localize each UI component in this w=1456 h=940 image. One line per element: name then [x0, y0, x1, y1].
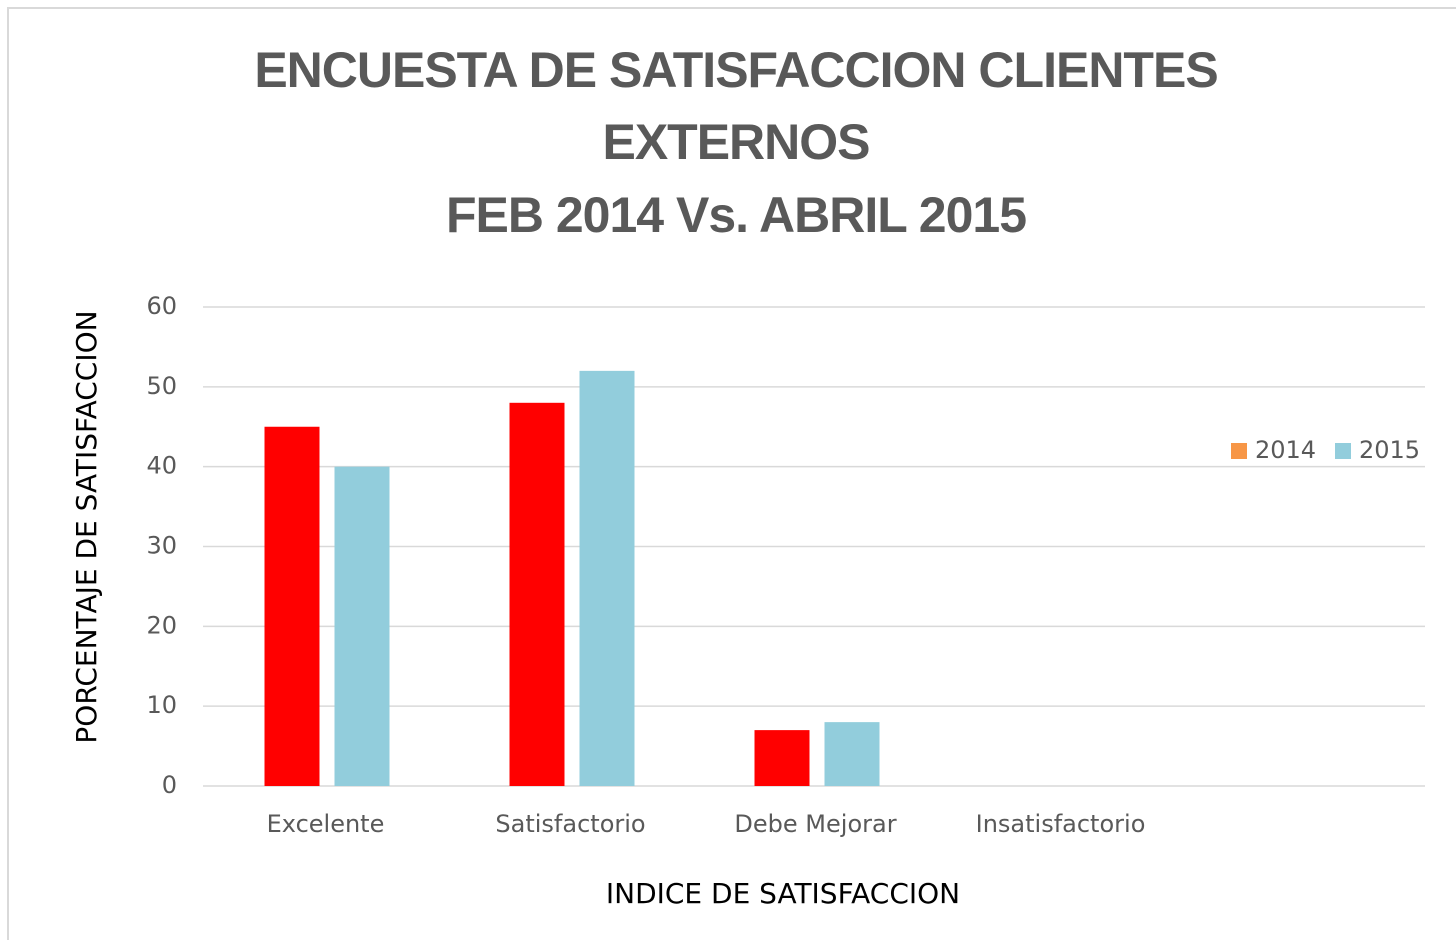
- bar: [824, 722, 880, 786]
- chart-title: ENCUESTA DE SATISFACCION CLIENTES: [254, 42, 1217, 98]
- chart-title: FEB 2014 Vs. ABRIL 2015: [446, 187, 1026, 243]
- x-tick-label: Insatisfactorio: [976, 810, 1146, 838]
- bar: [509, 402, 565, 786]
- legend-label: 2014: [1255, 436, 1316, 464]
- legend-swatch: [1231, 443, 1247, 459]
- x-tick-label: Satisfactorio: [495, 810, 645, 838]
- bar: [334, 466, 390, 786]
- y-tick-label: 20: [146, 611, 177, 639]
- x-axis-label: INDICE DE SATISFACCION: [606, 877, 960, 910]
- y-tick-label: 0: [162, 771, 177, 799]
- legend-label: 2015: [1359, 436, 1420, 464]
- y-tick-label: 10: [146, 691, 177, 719]
- y-axis-label: PORCENTAJE DE SATISFACCION: [70, 310, 103, 743]
- y-tick-label: 50: [146, 372, 177, 400]
- chart-border: [7, 7, 1456, 940]
- bar: [579, 370, 635, 786]
- bar: [264, 426, 320, 786]
- y-tick-label: 60: [146, 292, 177, 320]
- x-tick-label: Excelente: [267, 810, 385, 838]
- y-tick-label: 30: [146, 532, 177, 560]
- legend-swatch: [1335, 443, 1351, 459]
- bar: [754, 730, 810, 786]
- x-tick-label: Debe Mejorar: [734, 810, 896, 838]
- y-tick-label: 40: [146, 452, 177, 480]
- chart-title: EXTERNOS: [602, 114, 869, 170]
